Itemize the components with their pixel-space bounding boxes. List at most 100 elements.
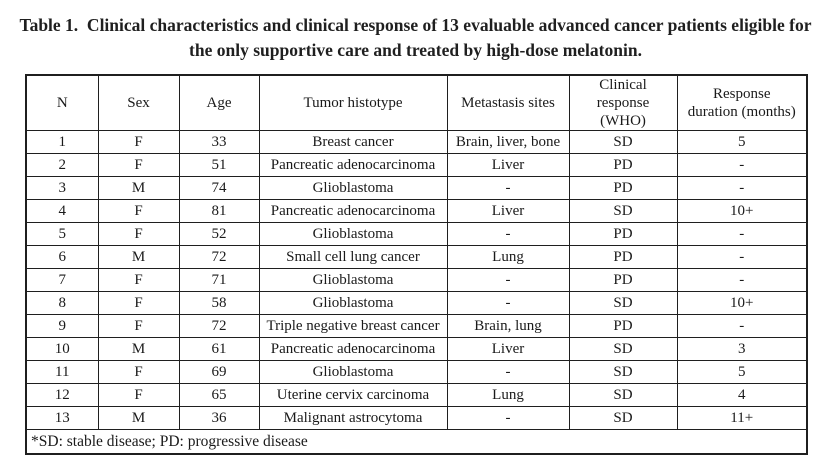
table-row: 8 F 58 Glioblastoma - SD 10+ — [25, 291, 808, 315]
column-header-metastasis-sites: Metastasis sites — [446, 74, 570, 131]
cell-response-duration: 11+ — [676, 406, 808, 430]
table-row: 5 F 52 Glioblastoma - PD - — [25, 222, 808, 246]
cell-clinical-response: PD — [568, 245, 678, 269]
cell-tumor-histotype: Pancreatic adenocarcinoma — [258, 199, 448, 223]
cell-sex: F — [97, 383, 180, 407]
cell-response-duration: 10+ — [676, 291, 808, 315]
cell-n: 1 — [25, 130, 99, 154]
cell-metastasis-sites: Lung — [446, 383, 570, 407]
cell-sex: F — [97, 199, 180, 223]
cell-clinical-response: SD — [568, 383, 678, 407]
cell-age: 71 — [178, 268, 260, 292]
cell-sex: F — [97, 314, 180, 338]
column-header-clinical-response: Clinical response (WHO) — [568, 74, 678, 131]
table-header-row: N Sex Age Tumor histotype Metastasis sit… — [25, 74, 808, 131]
cell-n: 8 — [25, 291, 99, 315]
cell-n: 12 — [25, 383, 99, 407]
table-row: 1 F 33 Breast cancer Brain, liver, bone … — [25, 130, 808, 154]
cell-sex: F — [97, 291, 180, 315]
cell-sex: M — [97, 245, 180, 269]
cell-tumor-histotype: Pancreatic adenocarcinoma — [258, 153, 448, 177]
cell-clinical-response: SD — [568, 199, 678, 223]
table-row: 13 M 36 Malignant astrocytoma - SD 11+ — [25, 406, 808, 430]
table-caption-line-1: Table 1. Clinical characteristics and cl… — [19, 15, 812, 35]
table-row: 3 M 74 Glioblastoma - PD - — [25, 176, 808, 200]
cell-tumor-histotype: Breast cancer — [258, 130, 448, 154]
cell-response-duration: - — [676, 268, 808, 292]
table-row: 2 F 51 Pancreatic adenocarcinoma Liver P… — [25, 153, 808, 177]
cell-clinical-response: SD — [568, 291, 678, 315]
cell-clinical-response: SD — [568, 130, 678, 154]
table-row: 10 M 61 Pancreatic adenocarcinoma Liver … — [25, 337, 808, 361]
table-row: 6 M 72 Small cell lung cancer Lung PD - — [25, 245, 808, 269]
cell-response-duration: 4 — [676, 383, 808, 407]
cell-clinical-response: SD — [568, 360, 678, 384]
cell-n: 10 — [25, 337, 99, 361]
cell-response-duration: 3 — [676, 337, 808, 361]
cell-age: 74 — [178, 176, 260, 200]
cell-metastasis-sites: - — [446, 176, 570, 200]
cell-clinical-response: PD — [568, 222, 678, 246]
table-row: 9 F 72 Triple negative breast cancer Bra… — [25, 314, 808, 338]
table-row: 11 F 69 Glioblastoma - SD 5 — [25, 360, 808, 384]
table-row: 12 F 65 Uterine cervix carcinoma Lung SD… — [25, 383, 808, 407]
cell-tumor-histotype: Glioblastoma — [258, 176, 448, 200]
cell-response-duration: 10+ — [676, 199, 808, 223]
table-row: 7 F 71 Glioblastoma - PD - — [25, 268, 808, 292]
cell-n: 9 — [25, 314, 99, 338]
cell-n: 13 — [25, 406, 99, 430]
cell-clinical-response: PD — [568, 268, 678, 292]
cell-age: 52 — [178, 222, 260, 246]
cell-n: 11 — [25, 360, 99, 384]
cell-metastasis-sites: Brain, liver, bone — [446, 130, 570, 154]
cell-tumor-histotype: Glioblastoma — [258, 291, 448, 315]
cell-n: 7 — [25, 268, 99, 292]
cell-tumor-histotype: Glioblastoma — [258, 360, 448, 384]
cell-tumor-histotype: Glioblastoma — [258, 222, 448, 246]
table-body: 1 F 33 Breast cancer Brain, liver, bone … — [25, 130, 808, 430]
cell-clinical-response: SD — [568, 406, 678, 430]
table-footnote-row: *SD: stable disease; PD: progressive dis… — [25, 429, 808, 455]
cell-sex: F — [97, 360, 180, 384]
cell-metastasis-sites: - — [446, 291, 570, 315]
cell-sex: M — [97, 176, 180, 200]
cell-age: 33 — [178, 130, 260, 154]
cell-n: 3 — [25, 176, 99, 200]
cell-clinical-response: PD — [568, 176, 678, 200]
cell-age: 72 — [178, 245, 260, 269]
cell-age: 58 — [178, 291, 260, 315]
cell-response-duration: - — [676, 245, 808, 269]
cell-metastasis-sites: Liver — [446, 153, 570, 177]
table-caption: Table 1. Clinical characteristics and cl… — [0, 0, 831, 63]
cell-n: 5 — [25, 222, 99, 246]
cell-age: 51 — [178, 153, 260, 177]
cell-response-duration: 5 — [676, 360, 808, 384]
cell-response-duration: - — [676, 314, 808, 338]
column-header-sex: Sex — [97, 74, 180, 131]
cell-response-duration: 5 — [676, 130, 808, 154]
column-header-response-duration: Response duration (months) — [676, 74, 808, 131]
cell-n: 6 — [25, 245, 99, 269]
cell-n: 2 — [25, 153, 99, 177]
cell-response-duration: - — [676, 153, 808, 177]
column-header-n: N — [25, 74, 99, 131]
patients-table: N Sex Age Tumor histotype Metastasis sit… — [25, 74, 808, 455]
cell-age: 36 — [178, 406, 260, 430]
cell-sex: F — [97, 268, 180, 292]
cell-tumor-histotype: Uterine cervix carcinoma — [258, 383, 448, 407]
cell-sex: F — [97, 130, 180, 154]
cell-age: 65 — [178, 383, 260, 407]
cell-age: 69 — [178, 360, 260, 384]
cell-tumor-histotype: Malignant astrocytoma — [258, 406, 448, 430]
cell-clinical-response: PD — [568, 153, 678, 177]
cell-response-duration: - — [676, 222, 808, 246]
cell-sex: F — [97, 222, 180, 246]
table-footnote: *SD: stable disease; PD: progressive dis… — [25, 429, 808, 455]
cell-metastasis-sites: - — [446, 268, 570, 292]
cell-age: 81 — [178, 199, 260, 223]
cell-age: 61 — [178, 337, 260, 361]
cell-metastasis-sites: Lung — [446, 245, 570, 269]
cell-metastasis-sites: - — [446, 360, 570, 384]
cell-clinical-response: SD — [568, 337, 678, 361]
